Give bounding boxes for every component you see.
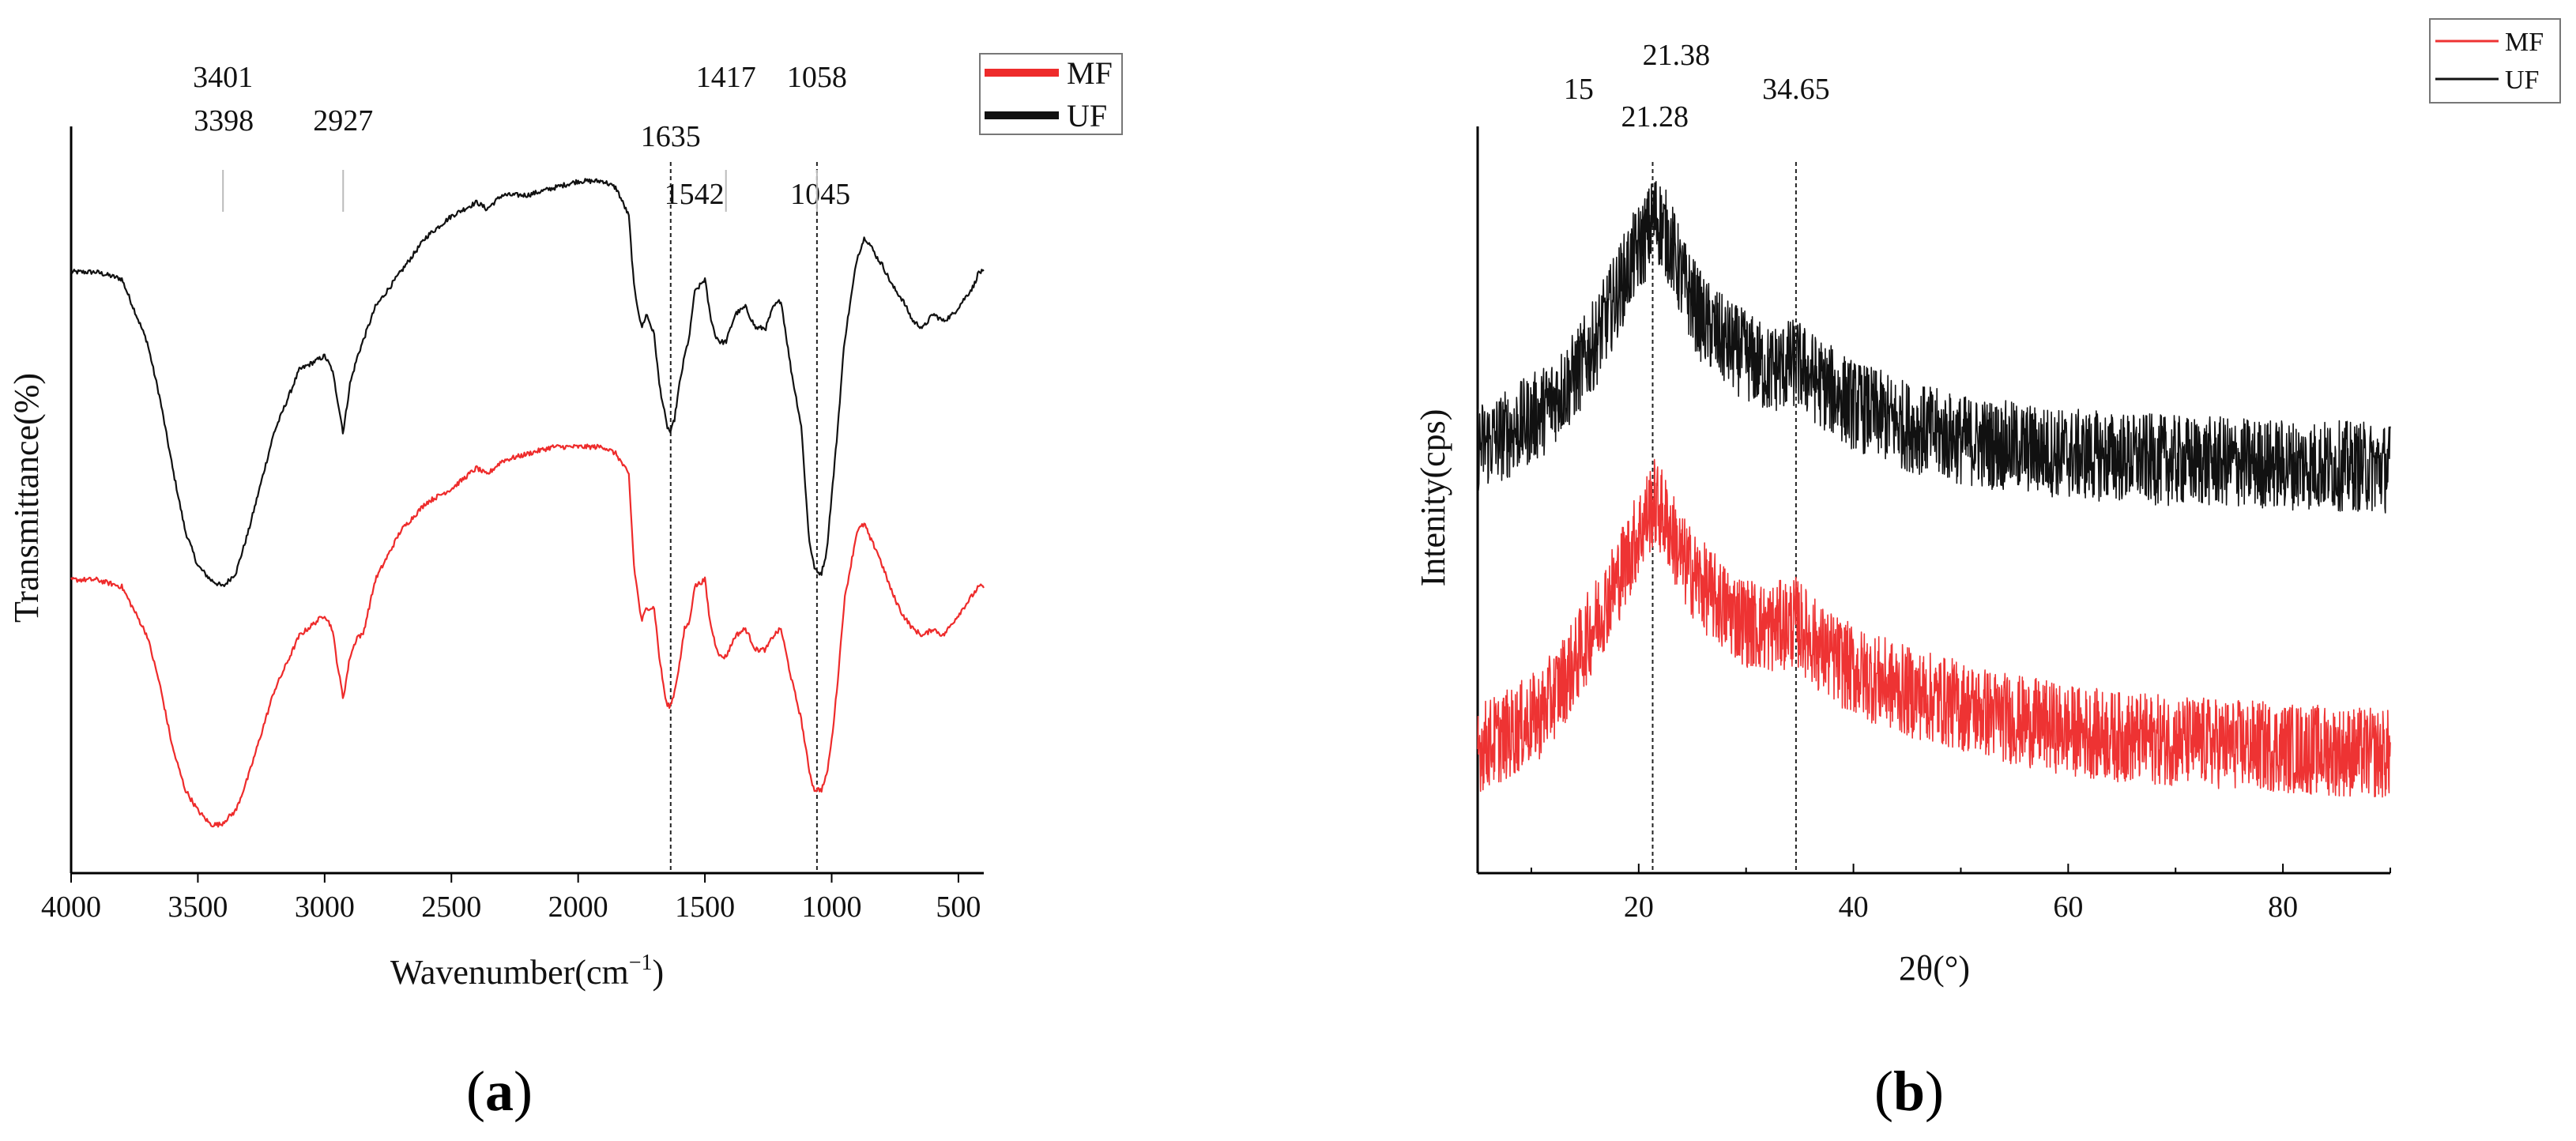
peak-annotation: 3401	[193, 61, 253, 94]
peak-annotation: 15	[1564, 73, 1594, 106]
peak-annotation: 1635	[641, 120, 701, 153]
x-tick-label: 1000	[802, 891, 862, 924]
legend-label-mf: MF	[1067, 55, 1113, 91]
panel-b-xrd-chart: 20 40 60 80 21.38 15 34.65 21.28 2θ(°) Intenit…	[1414, 18, 2561, 1123]
x-tick-label: 2500	[421, 891, 481, 924]
peak-annotation: 1058	[787, 61, 847, 94]
peak-annotation: 2927	[313, 104, 373, 137]
peak-annotation: 21.28	[1621, 100, 1689, 134]
x-tick-label: 40	[1839, 891, 1869, 924]
panel-a-label: (a)	[466, 1060, 533, 1123]
series-line-mf	[1477, 458, 2391, 798]
x-tick-label: 2000	[548, 891, 608, 924]
x-tick-label: 80	[2268, 891, 2298, 924]
panel-a-x-axis-label: Wavenumber(cm−1)	[390, 951, 664, 992]
peak-annotation: 21.38	[1643, 39, 1711, 72]
peak-annotation: 1417	[696, 61, 756, 94]
panel-b-y-axis-label: Intenity(cps)	[1414, 409, 1452, 587]
x-tick-label: 3500	[168, 891, 228, 924]
x-tick-label: 60	[2053, 891, 2083, 924]
x-tick-label: 3000	[295, 891, 355, 924]
x-tick-label: 500	[936, 891, 981, 924]
panel-b-label: (b)	[1874, 1060, 1944, 1123]
panel-b-x-axis-label: 2θ(°)	[1899, 949, 1970, 988]
x-tick-label: 1500	[675, 891, 735, 924]
legend-label-mf-b: MF	[2505, 28, 2544, 57]
panel-a-legend-box	[979, 53, 1123, 135]
x-tick-label: 4000	[41, 891, 101, 924]
x-tick-label: 20	[1624, 891, 1654, 924]
series-line-uf	[70, 178, 985, 587]
panel-a-y-axis-label: Transmittance(%)	[7, 373, 46, 623]
legend-label-uf-b: UF	[2505, 66, 2539, 95]
peak-annotation: 1542	[665, 178, 725, 211]
peak-annotation: 1045	[790, 178, 850, 211]
peak-annotation: 34.65	[1762, 73, 1830, 106]
series-line-uf	[1477, 181, 2391, 514]
panel-a-legend: MF UF	[979, 53, 1123, 135]
series-line-mf	[70, 443, 985, 828]
panel-a-ftir-chart: 4000 3500 3000 2500 2000 1500 1000 500 3401 3398…	[7, 53, 1123, 1123]
panel-b-legend-box	[2429, 18, 2561, 104]
panel-b-legend: MF UF	[2429, 18, 2561, 104]
peak-annotation: 3398	[194, 104, 254, 137]
legend-label-uf: UF	[1067, 98, 1107, 134]
